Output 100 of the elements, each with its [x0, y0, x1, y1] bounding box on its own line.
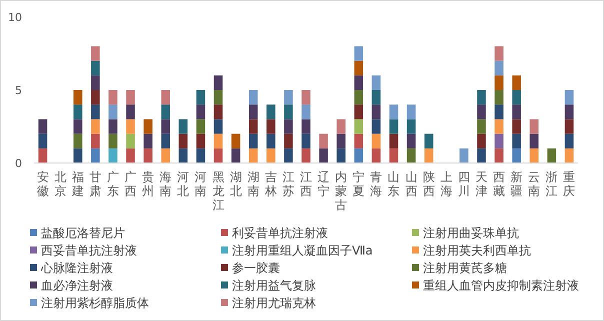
bar	[460, 148, 468, 163]
bar	[214, 75, 223, 90]
bar	[196, 104, 206, 120]
x-tick-label: 湖北	[230, 170, 242, 198]
legend-label: 注射用尤瑞克林	[232, 296, 316, 310]
bar	[248, 134, 258, 148]
bar	[73, 148, 82, 163]
bar	[512, 90, 521, 105]
x-tick-label: 北京	[54, 170, 66, 198]
bar	[214, 90, 223, 105]
legend-label: 重组人血管内皮抑制素注射液	[423, 278, 579, 292]
bar	[319, 148, 328, 163]
bar	[389, 134, 398, 148]
bar	[144, 119, 152, 134]
bar	[91, 60, 100, 76]
legend-label: 注射用英夫利西单抗	[423, 244, 531, 258]
bar	[214, 119, 223, 134]
bar	[494, 46, 504, 61]
bar	[477, 134, 486, 148]
bar	[161, 134, 170, 148]
bar	[178, 148, 188, 163]
bar	[372, 75, 381, 90]
x-tick-label: 浙江	[546, 170, 558, 198]
bar	[547, 148, 556, 163]
bar	[161, 104, 170, 120]
bar	[91, 90, 100, 105]
bar	[494, 119, 504, 134]
x-tick-label: 山西	[405, 170, 418, 198]
x-tick-label: 黑龙江	[212, 170, 224, 212]
bar	[108, 148, 118, 163]
bar	[372, 90, 381, 105]
bar	[284, 119, 293, 134]
bar	[284, 134, 293, 148]
bar	[406, 119, 416, 134]
bar	[406, 134, 416, 148]
x-tick-label: 西藏	[493, 170, 506, 198]
x-tick-label: 江西	[300, 170, 312, 198]
bar	[91, 104, 100, 120]
bar	[477, 90, 486, 105]
bar	[161, 90, 170, 105]
x-tick-label: 山东	[388, 170, 400, 198]
bar	[494, 148, 504, 163]
bar	[336, 119, 346, 134]
bar	[126, 119, 135, 134]
bar	[354, 90, 364, 105]
x-tick-label: 安徽	[36, 170, 49, 198]
bar	[266, 119, 276, 134]
legend-label: 注射用益气复脉	[232, 278, 316, 292]
bar	[284, 104, 293, 120]
bar	[161, 148, 170, 163]
bar	[248, 104, 258, 120]
bar	[266, 148, 276, 163]
bar	[354, 134, 364, 148]
x-tick-label: 吉林	[264, 170, 277, 198]
bar	[372, 104, 381, 120]
bar	[372, 134, 381, 148]
bar	[354, 104, 364, 120]
bar	[73, 104, 82, 120]
legend-label: 血必净注射液	[41, 278, 113, 292]
legend-label: 参一胶囊	[232, 261, 280, 275]
bar	[73, 134, 82, 148]
bar	[196, 148, 206, 163]
bar	[302, 134, 310, 148]
bar	[73, 119, 82, 134]
bar	[494, 75, 504, 90]
legend-label: 心脉隆注射液	[40, 261, 113, 275]
bar	[38, 134, 48, 148]
bar	[494, 60, 504, 76]
x-tick-label: 云南	[528, 170, 540, 198]
bar	[354, 119, 364, 134]
bar	[38, 148, 48, 163]
bar	[354, 46, 364, 61]
bar	[214, 134, 223, 148]
bar	[406, 104, 416, 120]
bar	[108, 119, 118, 134]
bar	[406, 148, 416, 163]
bar	[108, 104, 118, 120]
bar	[126, 148, 135, 163]
bar	[512, 119, 521, 134]
bar	[564, 119, 574, 134]
legend-label: 西妥昔单抗注射液	[41, 244, 137, 258]
bar	[372, 148, 381, 163]
x-tick-label: 宁夏	[352, 170, 365, 198]
bar	[530, 148, 539, 163]
bar	[91, 46, 100, 61]
bar	[319, 134, 328, 148]
bar	[38, 119, 48, 134]
x-tick-label: 福建	[70, 170, 84, 198]
y-tick-label: 0	[15, 157, 22, 170]
legend-label: 利妥昔单抗注射液	[232, 226, 328, 240]
x-tick-label: 海南	[160, 170, 172, 198]
x-tick-label: 甘肃	[89, 170, 102, 198]
bar	[302, 119, 310, 134]
bar	[336, 134, 346, 148]
bar	[248, 148, 258, 163]
bar	[196, 90, 206, 105]
x-tick-label: 天津	[475, 170, 488, 198]
x-tick-label: 四川	[458, 170, 470, 198]
bar	[424, 134, 434, 148]
bar	[91, 75, 100, 90]
